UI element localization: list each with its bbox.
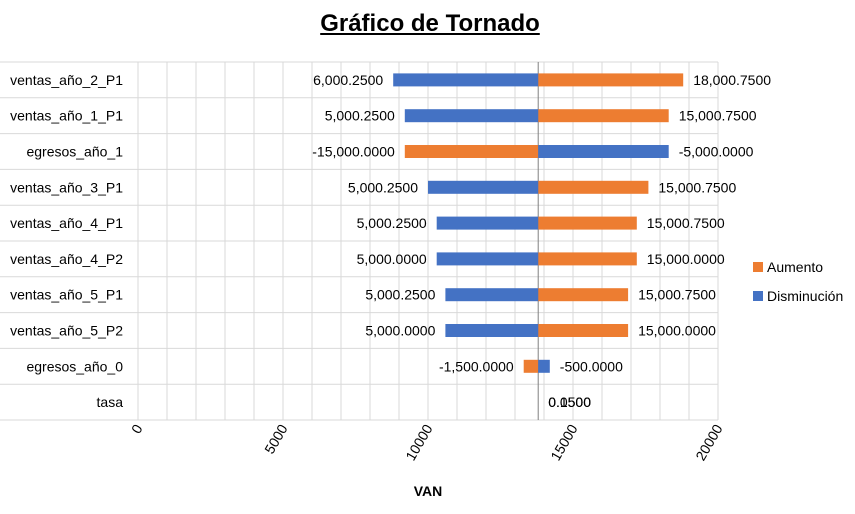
category-label: ventas_año_1_P1 xyxy=(10,108,123,124)
bar-disminución xyxy=(436,252,539,266)
data-label: -5,000.0000 xyxy=(679,144,754,160)
data-label: 15,000.7500 xyxy=(679,108,757,124)
category-label: ventas_año_5_P1 xyxy=(10,287,123,303)
bar-disminución xyxy=(393,73,539,87)
data-label: 15,000.0000 xyxy=(638,323,716,339)
bar-aumento xyxy=(538,288,629,302)
bar-disminución xyxy=(445,324,539,337)
category-label: egresos_año_0 xyxy=(26,358,123,374)
x-tick-label: 20000 xyxy=(692,421,725,463)
data-label: 5,000.2500 xyxy=(325,108,395,124)
data-label: -500.0000 xyxy=(560,358,623,374)
data-label: 18,000.7500 xyxy=(693,72,771,88)
data-label: 5,000.0000 xyxy=(357,251,427,267)
x-axis-ticks: 0 5000 10000 15000 20000 xyxy=(128,421,726,463)
category-label: ventas_año_5_P2 xyxy=(10,323,123,339)
data-label: 0.1500 xyxy=(548,394,591,410)
x-tick-label: 5000 xyxy=(261,421,291,456)
bar-disminución xyxy=(538,145,669,158)
data-label: 0.0500 xyxy=(548,394,591,410)
x-axis-title: VAN xyxy=(414,483,443,499)
bar-disminución xyxy=(445,288,539,302)
bar-aumento xyxy=(538,73,684,87)
x-tick-label: 10000 xyxy=(402,421,435,463)
legend-label: Disminución xyxy=(767,288,843,304)
data-label: 5,000.0000 xyxy=(365,323,435,339)
category-label: egresos_año_1 xyxy=(26,144,123,160)
chart-title: Gráfico de Tornado xyxy=(320,10,540,37)
legend-swatch xyxy=(753,291,763,301)
bar-aumento xyxy=(538,324,629,337)
legend: Aumento Disminución xyxy=(753,259,843,304)
data-label: 15,000.7500 xyxy=(658,179,736,195)
data-label: 5,000.2500 xyxy=(348,179,418,195)
category-label: ventas_año_2_P1 xyxy=(10,72,123,88)
category-label: tasa xyxy=(97,394,124,410)
x-tick-label: 15000 xyxy=(547,421,580,463)
bar-aumento xyxy=(538,109,669,123)
data-label: 15,000.7500 xyxy=(638,287,716,303)
bar-aumento xyxy=(523,359,539,373)
data-label: -1,500.0000 xyxy=(439,358,514,374)
data-label: 5,000.2500 xyxy=(365,287,435,303)
data-label: 15,000.0000 xyxy=(647,251,725,267)
bar-aumento xyxy=(538,180,649,194)
bar-disminución xyxy=(428,180,539,194)
bar-aumento xyxy=(538,252,637,266)
data-label: 5,000.2500 xyxy=(357,215,427,231)
x-tick-label: 0 xyxy=(128,421,146,436)
legend-swatch xyxy=(753,262,763,272)
gridlines xyxy=(0,61,719,421)
bar-disminución xyxy=(436,216,539,230)
data-labels: 18,000.7500 6,000.2500 15,000.7500 5,000.25… xyxy=(312,72,771,410)
category-label: ventas_año_3_P1 xyxy=(10,179,123,195)
bar-aumento xyxy=(538,216,637,230)
bar-aumento xyxy=(404,145,539,158)
category-label: ventas_año_4_P2 xyxy=(10,251,123,267)
data-label: 6,000.2500 xyxy=(313,72,383,88)
legend-label: Aumento xyxy=(767,259,823,275)
data-label: -15,000.0000 xyxy=(312,144,395,160)
category-labels: ventas_año_2_P1 ventas_año_1_P1 egresos_añ… xyxy=(10,72,123,410)
data-label: 15,000.7500 xyxy=(647,215,725,231)
bars xyxy=(393,73,684,373)
bar-disminución xyxy=(538,359,550,373)
category-label: ventas_año_4_P1 xyxy=(10,215,123,231)
bar-disminución xyxy=(404,109,539,123)
